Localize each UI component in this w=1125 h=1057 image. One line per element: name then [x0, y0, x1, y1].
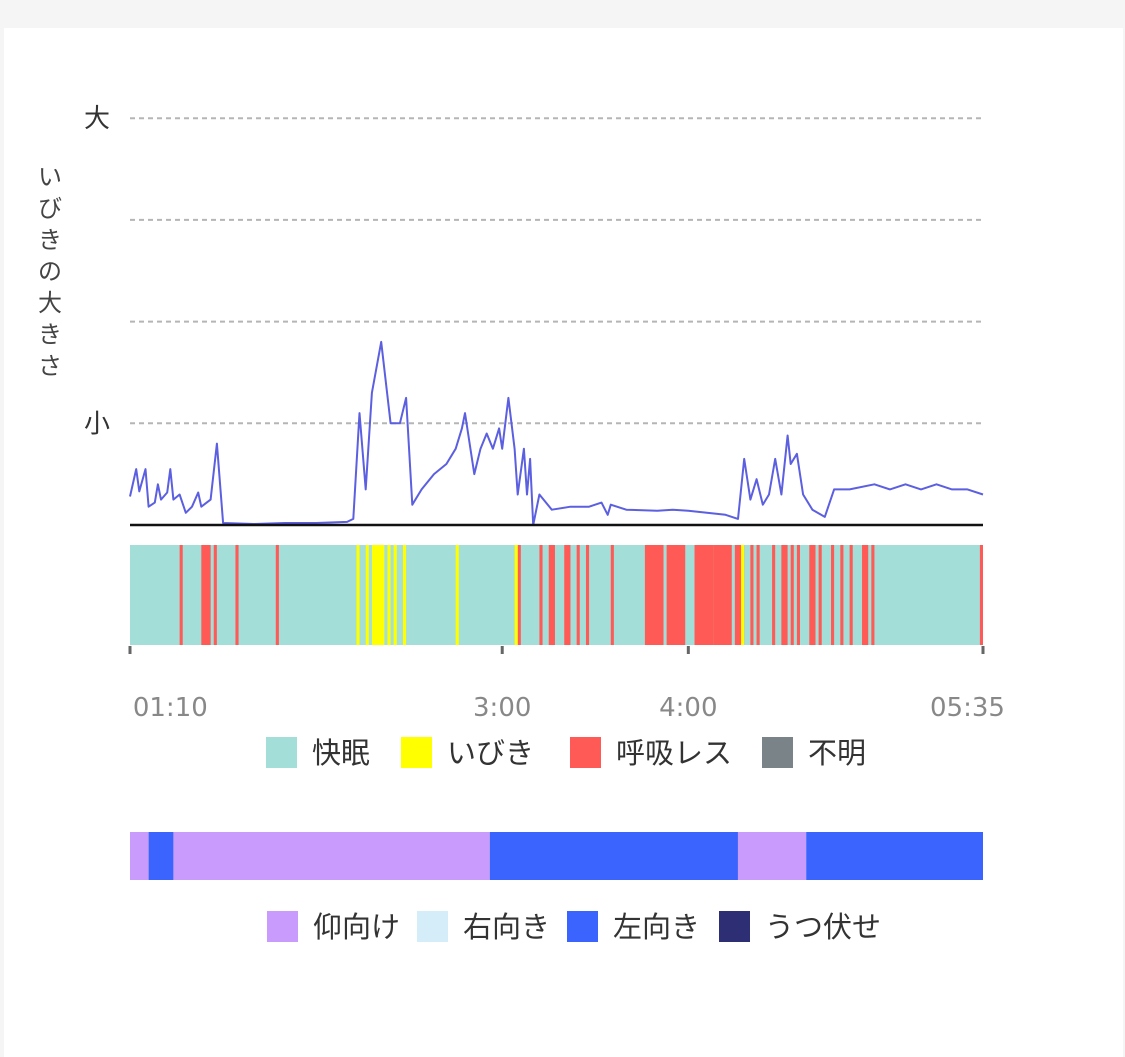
legend-label: 左向き [613, 910, 700, 944]
legend-swatch [417, 911, 448, 942]
position-segment [173, 832, 490, 880]
position-segment [148, 832, 174, 880]
state-segment-apnea [840, 545, 844, 645]
x-tick-label: 4:00 [659, 693, 717, 723]
x-tick-label: 3:00 [473, 693, 531, 723]
state-segment-apnea [781, 545, 788, 645]
state-segment-apnea [517, 545, 521, 645]
state-segment-snore [365, 545, 369, 645]
state-segment-apnea [201, 545, 211, 645]
y-tick-labels: 大小 [84, 104, 110, 439]
state-segment-snore [402, 545, 407, 645]
y-axis-label-char: さ [38, 352, 62, 380]
sleep-position-bar [130, 832, 983, 880]
position-segment [489, 832, 738, 880]
position-segment [806, 832, 983, 880]
legend-label: 不明 [808, 736, 866, 770]
legend-label: いびき [447, 736, 534, 770]
state-segment-snore [741, 545, 745, 645]
state-segment-snore [387, 545, 391, 645]
state-segment-apnea [666, 545, 686, 645]
state-segment-apnea [213, 545, 217, 645]
state-segment-apnea [979, 545, 983, 645]
legend-swatch [267, 911, 298, 942]
state-segment-apnea [644, 545, 664, 645]
legend-swatch [401, 737, 432, 768]
state-segment-apnea [772, 545, 776, 645]
position-segment [130, 832, 149, 880]
state-segment-apnea [790, 545, 794, 645]
state-segment-apnea [694, 545, 714, 645]
sleep-state-bar [130, 545, 983, 645]
legend-label: 快眠 [312, 736, 370, 770]
state-segment-snore [371, 545, 385, 645]
y-axis-label-char: き [38, 321, 62, 349]
grid-lines [130, 117, 983, 425]
legend-swatch [266, 737, 297, 768]
position-segment [737, 832, 807, 880]
state-segment-apnea [713, 545, 732, 645]
state-segment-apnea [610, 545, 614, 645]
chart-card [4, 28, 1123, 1057]
x-tick-label: 05:35 [930, 693, 1005, 723]
legend-swatch [567, 911, 598, 942]
snore-volume-line [129, 340, 984, 526]
state-segment-apnea [275, 545, 279, 645]
state-segment-apnea [585, 545, 590, 645]
sleep-position-legend: 仰向け 右向き 左向き うつ伏せ [267, 910, 881, 944]
legend-label: うつ伏せ [765, 910, 881, 944]
state-segment-apnea [548, 545, 555, 645]
x-axis: 01:10 3:00 4:00 05:35 [128, 646, 1005, 723]
legend-label: 仰向け [313, 910, 400, 944]
state-segment-apnea [235, 545, 239, 645]
state-segment-apnea [564, 545, 571, 645]
state-segment-apnea [756, 545, 760, 645]
state-segment-apnea [576, 545, 580, 645]
state-segment-calm [130, 545, 983, 645]
state-segment-apnea [871, 545, 875, 645]
y-axis-label-char: い [38, 163, 62, 191]
state-segment-apnea [862, 545, 869, 645]
y-tick-label: 大 [84, 104, 110, 134]
x-tick-label: 01:10 [133, 693, 208, 723]
state-segment-apnea [831, 545, 835, 645]
state-segment-apnea [750, 545, 754, 645]
y-tick-label: 小 [84, 409, 110, 439]
y-axis-label-char: 大 [38, 289, 62, 317]
state-segment-apnea [796, 545, 800, 645]
legend-swatch [762, 737, 793, 768]
state-segment-snore [514, 545, 518, 645]
state-segment-apnea [734, 545, 745, 645]
legend-swatch [719, 911, 750, 942]
state-segment-apnea [539, 545, 543, 645]
state-segment-snore [356, 545, 360, 645]
state-segment-snore [455, 545, 459, 645]
legend-label: 右向き [463, 910, 550, 944]
sleep-state-legend: 快眠 いびき 呼吸レス 不明 [266, 736, 866, 770]
y-axis-label-char: の [38, 258, 62, 286]
legend-swatch [570, 737, 601, 768]
state-segment-apnea [809, 545, 816, 645]
state-segment-snore [393, 545, 397, 645]
state-segment-apnea [179, 545, 183, 645]
legend-label: 呼吸レス [616, 736, 732, 770]
state-segment-apnea [818, 545, 822, 645]
y-axis-label-char: び [38, 195, 62, 223]
y-axis-label-char: き [38, 226, 62, 254]
state-segment-apnea [849, 545, 853, 645]
